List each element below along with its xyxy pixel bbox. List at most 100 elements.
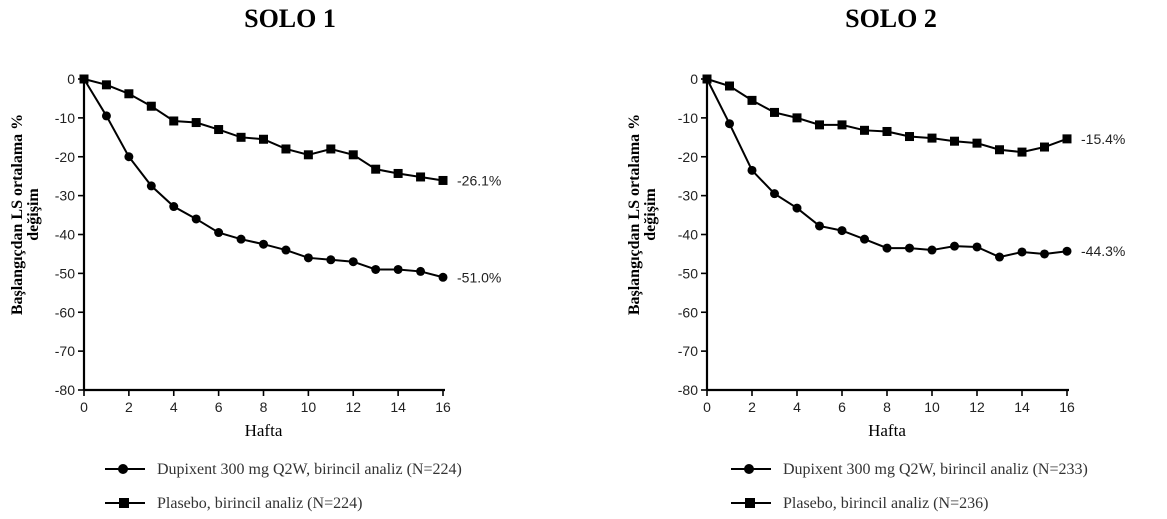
solo2-legend-circle-marker xyxy=(744,464,754,474)
solo2-dupixent-point xyxy=(860,234,869,244)
solo1-dupixent-point xyxy=(281,245,291,255)
solo1-dupixent-point xyxy=(236,234,246,244)
solo2-legend-square-marker xyxy=(745,498,755,508)
solo1-xtick-label: 12 xyxy=(345,399,361,415)
solo2-ylabel-line1: Başlangıçdan LS ortalama % xyxy=(626,114,643,315)
solo1-ytick-label: -70 xyxy=(55,343,75,359)
solo2-dupixent-point xyxy=(1062,246,1072,256)
solo1-chart: SOLO 1 Başlangıçdan LS ortalama % değişim 0… xyxy=(9,4,501,512)
solo2-plasebo-point xyxy=(1017,147,1027,157)
solo1-plasebo-point xyxy=(416,172,426,182)
solo2-legend-dupixent-label: Dupixent 300 mg Q2W, birincil analiz (N=… xyxy=(783,461,1088,478)
solo2-dupixent-point xyxy=(972,242,982,252)
solo2-chart: SOLO 2 Başlangıçdan LS ortalama % değişim 0… xyxy=(626,4,1125,512)
solo2-plasebo-end-label: -15.4% xyxy=(1081,131,1125,147)
solo2-dupixent-point xyxy=(927,245,937,255)
solo2-xlabel: Hafta xyxy=(868,421,906,440)
solo1-plasebo-point xyxy=(191,118,201,128)
solo1-panel: SOLO 1 Başlangıçdan LS ortalama % değişim 0… xyxy=(0,0,583,519)
solo2-dupixent-point xyxy=(950,241,959,251)
solo1-xtick-label: 14 xyxy=(390,399,406,415)
solo2-dupixent-point xyxy=(882,243,892,253)
solo2-plasebo-point xyxy=(905,132,914,142)
solo2-plasebo-point xyxy=(860,125,869,135)
solo2-plasebo-point xyxy=(1040,142,1049,152)
solo1-ytick-label: -30 xyxy=(55,188,75,204)
solo2-dupixent-point xyxy=(770,189,779,199)
solo1-dupixent-point xyxy=(146,181,156,191)
solo1-plasebo-end-label: -26.1% xyxy=(457,172,501,188)
solo2-xtick-label: 10 xyxy=(924,399,940,415)
solo1-xtick-label: 10 xyxy=(301,399,317,415)
solo2-xtick-label: 14 xyxy=(1014,399,1030,415)
solo2-title: SOLO 2 xyxy=(845,4,937,33)
solo1-ytick-label: -80 xyxy=(55,382,75,398)
solo1-ytick-label: 0 xyxy=(67,71,75,87)
solo2-ytick-label: -40 xyxy=(678,227,698,243)
solo2-plasebo-point xyxy=(815,120,824,130)
solo2-dupixent-point xyxy=(995,252,1004,262)
solo1-dupixent-point xyxy=(393,264,403,274)
solo1-dupixent-point xyxy=(416,266,426,276)
solo1-dupixent-point xyxy=(326,255,336,265)
solo1-plasebo-point xyxy=(214,125,224,135)
solo1-ytick-label: -20 xyxy=(55,149,75,165)
solo1-xtick-label: 8 xyxy=(260,399,268,415)
solo1-dupixent-point xyxy=(438,272,448,282)
solo2-ytick-label: -30 xyxy=(678,188,698,204)
solo1-xtick-label: 4 xyxy=(170,399,178,415)
solo2-xtick-label: 2 xyxy=(748,399,756,415)
solo1-plasebo-point xyxy=(79,74,89,84)
solo1-ytick-label: -50 xyxy=(55,265,75,281)
solo1-plasebo-point xyxy=(101,80,111,90)
solo1-dupixent-point xyxy=(101,111,111,121)
solo1-dupixent-point xyxy=(259,239,268,249)
solo2-xtick-label: 12 xyxy=(969,399,985,415)
solo2-dupixent-point xyxy=(747,165,757,175)
solo2-xtick-label: 0 xyxy=(703,399,711,415)
solo1-ytick-label: -60 xyxy=(55,304,75,320)
solo1-plasebo-point xyxy=(326,144,336,154)
solo2-dupixent-point xyxy=(1040,249,1049,259)
solo1-ytick-label: -40 xyxy=(55,227,75,243)
solo2-plasebo-point xyxy=(927,133,937,143)
solo2-plasebo-point xyxy=(882,126,892,136)
solo1-plasebo-point xyxy=(236,132,246,142)
solo2-dupixent-point xyxy=(815,221,824,231)
solo1-dupixent-point xyxy=(371,264,381,274)
solo2-plasebo-point xyxy=(702,74,712,84)
solo2-plasebo-point xyxy=(792,113,802,123)
solo1-ytick-label: -10 xyxy=(55,110,75,126)
solo1-legend-circle-marker xyxy=(118,464,128,474)
solo2-ytick-label: -10 xyxy=(678,110,698,126)
solo2-dupixent-end-label: -44.3% xyxy=(1081,243,1125,259)
solo2-ytick-label: 0 xyxy=(690,71,698,87)
solo2-legend-plasebo-label: Plasebo, birincil analiz (N=236) xyxy=(783,495,988,512)
solo2-plasebo-point xyxy=(1062,134,1072,144)
solo2-xtick-label: 16 xyxy=(1059,399,1075,415)
solo1-plasebo-point xyxy=(393,168,403,178)
solo1-xtick-label: 16 xyxy=(435,399,451,415)
solo2-ytick-label: -70 xyxy=(678,343,698,359)
solo1-xlabel: Hafta xyxy=(245,421,283,440)
solo2-dupixent-point xyxy=(837,226,847,236)
solo2-plasebo-point xyxy=(995,145,1004,155)
solo2-dupixent-point xyxy=(905,243,914,253)
solo2-plasebo-point xyxy=(725,81,734,91)
solo2-plasebo-point xyxy=(972,138,982,148)
solo1-plasebo-point xyxy=(371,164,381,174)
solo2-ylabel-line2: değişim xyxy=(642,188,659,241)
solo1-dupixent-point xyxy=(191,214,201,224)
solo1-plasebo-point xyxy=(303,150,313,160)
solo1-dupixent-point xyxy=(214,228,224,238)
solo2-xtick-label: 8 xyxy=(883,399,891,415)
solo1-plasebo-point xyxy=(146,101,156,111)
solo1-dupixent-point xyxy=(124,152,134,162)
solo2-ytick-label: -80 xyxy=(678,382,698,398)
solo2-dupixent-point xyxy=(1017,247,1027,257)
solo2-dupixent-point xyxy=(725,119,734,129)
solo1-legend-square-marker xyxy=(119,498,129,508)
solo1-ylabel-line1: Başlangıçdan LS ortalama % xyxy=(9,114,26,315)
solo2-plasebo-point xyxy=(770,107,779,117)
solo2-xtick-label: 6 xyxy=(838,399,846,415)
